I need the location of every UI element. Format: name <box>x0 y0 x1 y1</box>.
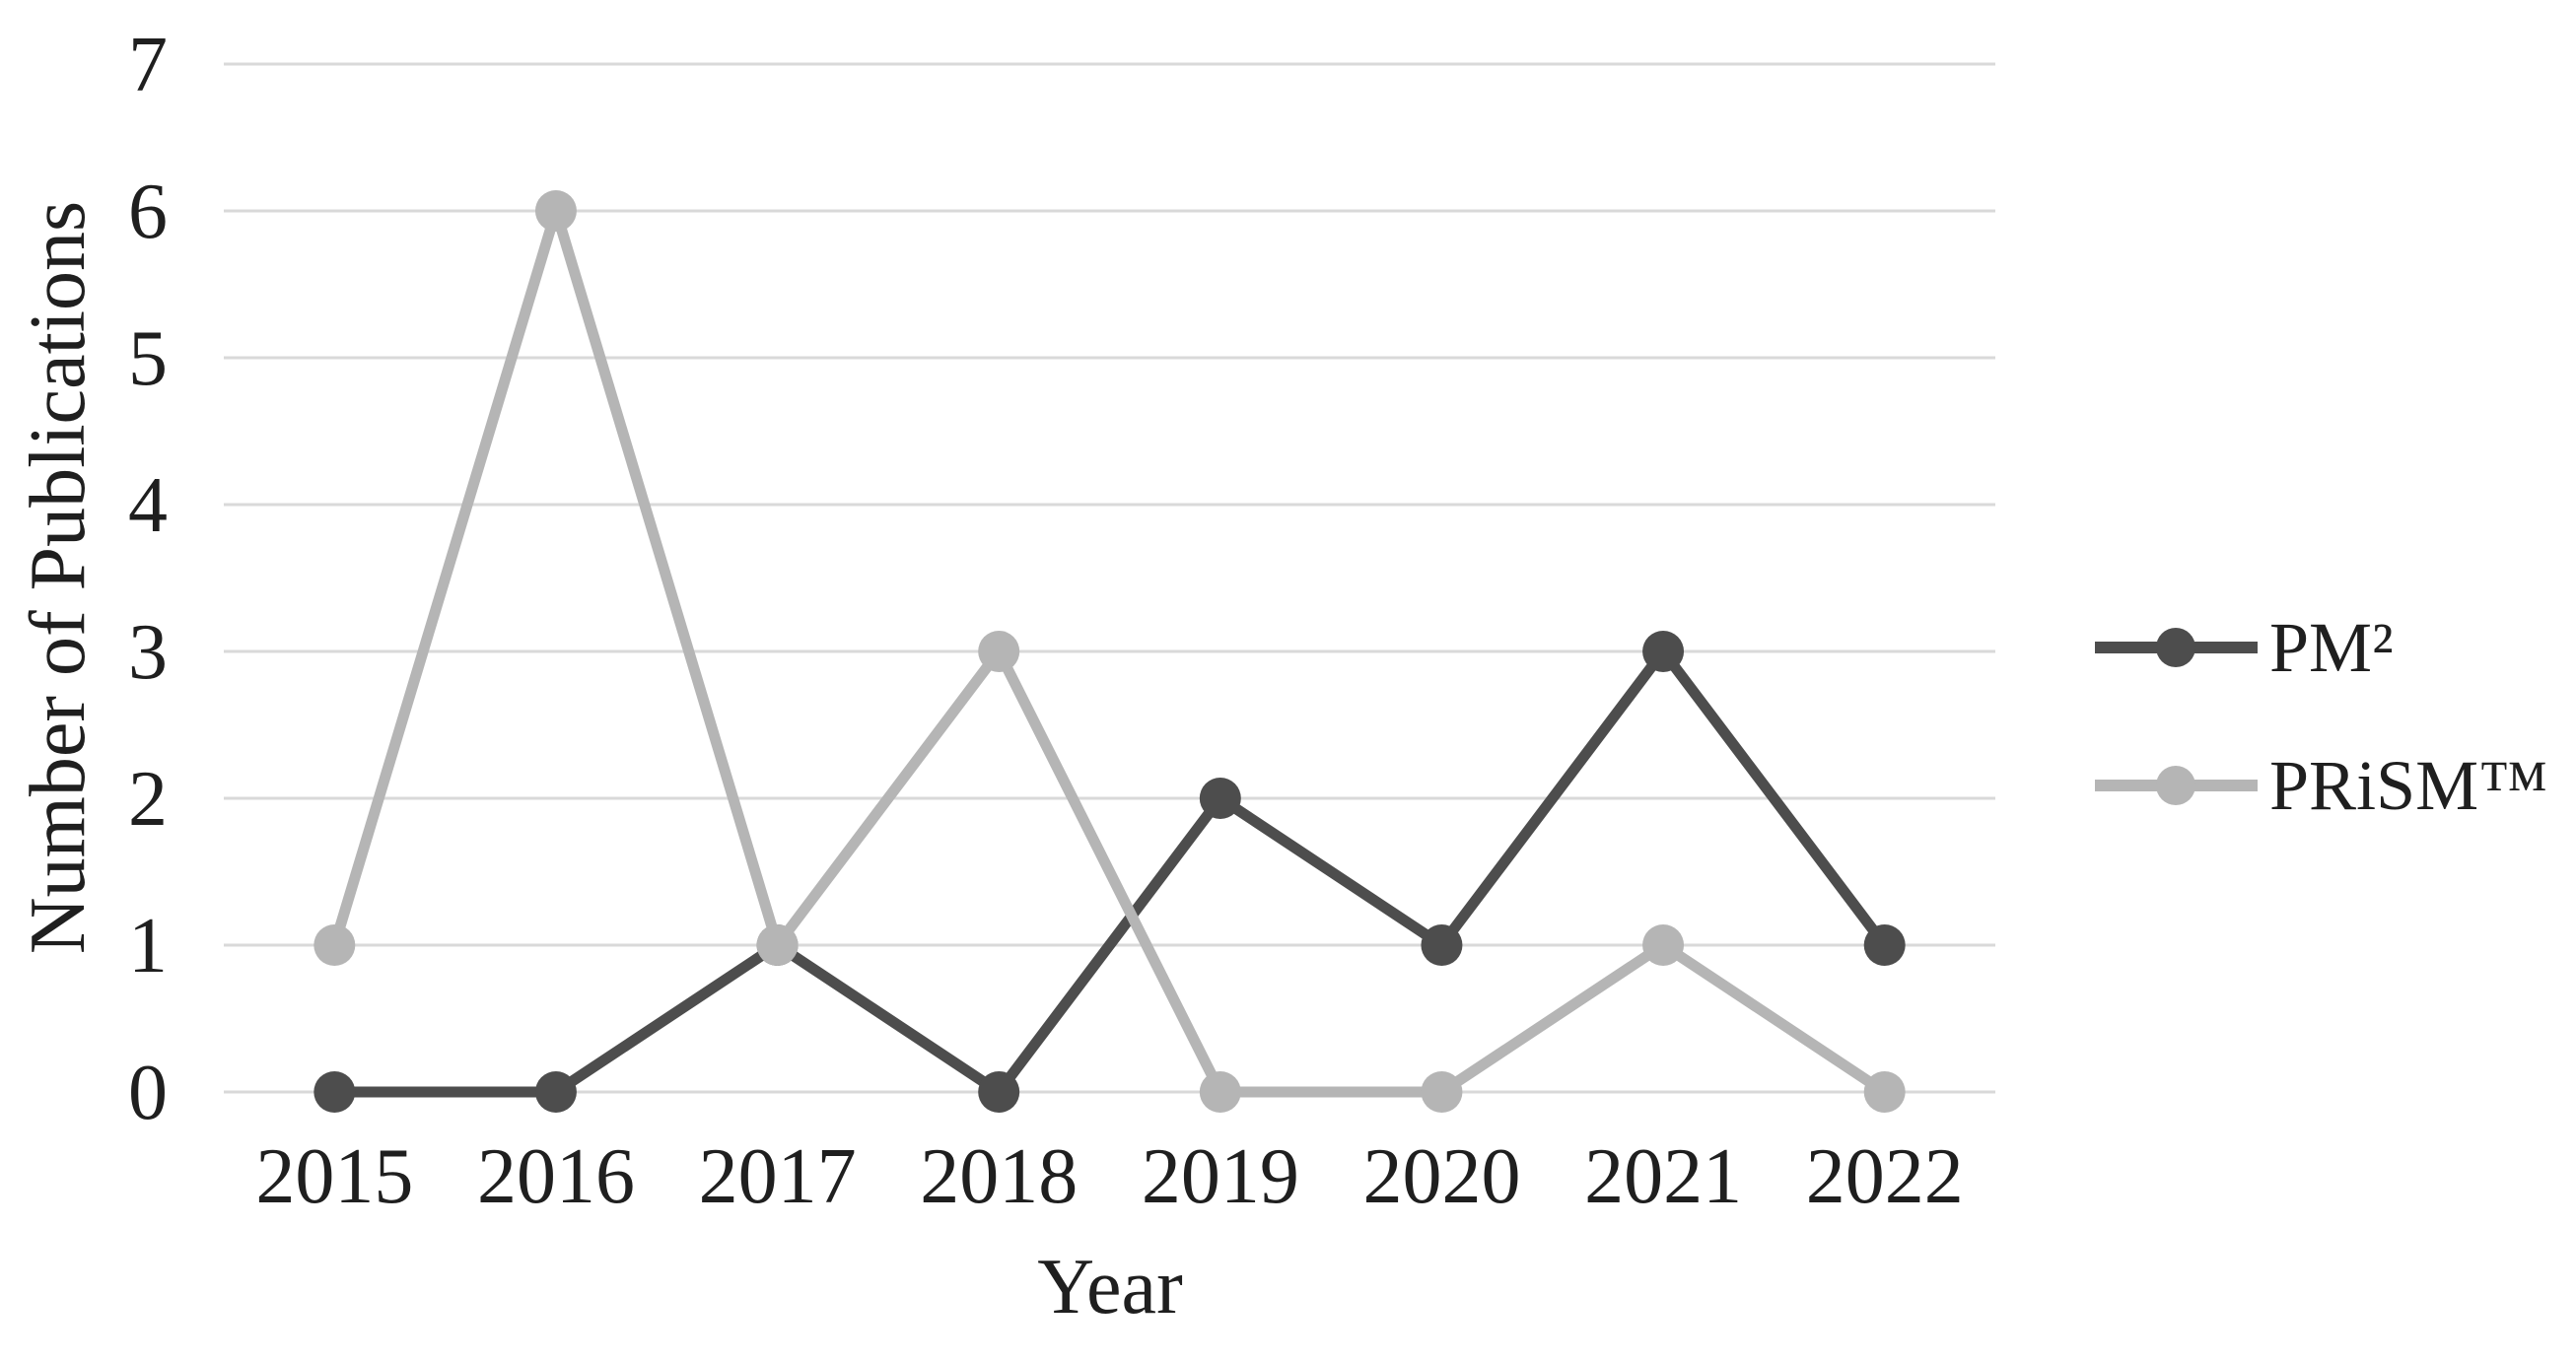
data-point-marker <box>1642 631 1685 672</box>
series-prism <box>313 190 1906 1113</box>
legend-label: PM² <box>2269 608 2394 687</box>
data-point-marker <box>978 1071 1020 1113</box>
legend-label: PRiSM™ <box>2269 746 2548 825</box>
x-tick-label: 2019 <box>1142 1133 1299 1220</box>
data-point-marker <box>1199 778 1241 819</box>
data-point-marker <box>978 631 1020 672</box>
series-line <box>328 205 1891 1098</box>
data-point-marker <box>534 190 577 232</box>
legend-marker <box>2156 766 2195 805</box>
series-line <box>328 646 1891 1098</box>
x-tick-label: 2022 <box>1806 1133 1964 1220</box>
gridlines-group <box>224 62 1995 1094</box>
data-point-marker <box>1863 1071 1906 1113</box>
legend-marker <box>2156 628 2195 667</box>
legend: PM² PRiSM™ <box>2095 608 2548 825</box>
y-tick-label: 4 <box>128 462 168 549</box>
legend-item-prism: PRiSM™ <box>2095 746 2548 825</box>
y-tick-label: 0 <box>128 1050 168 1136</box>
data-point-marker <box>1863 924 1906 966</box>
y-tick-label: 3 <box>128 609 168 696</box>
y-tick-label: 6 <box>128 169 168 255</box>
data-point-marker <box>1421 1071 1463 1113</box>
x-tick-label: 2021 <box>1584 1133 1742 1220</box>
data-point-marker <box>313 1071 356 1113</box>
x-tick-labels-group: 2015 2016 2017 2018 2019 2020 2021 2022 <box>255 1133 1963 1220</box>
series-group <box>313 190 1906 1113</box>
y-tick-label: 5 <box>128 315 168 402</box>
x-tick-label: 2017 <box>699 1133 857 1220</box>
legend-item-pm2: PM² <box>2095 608 2394 687</box>
data-point-marker <box>534 1071 577 1113</box>
y-tick-label: 7 <box>128 22 168 108</box>
x-tick-label: 2015 <box>255 1133 413 1220</box>
data-point-marker <box>1421 924 1463 966</box>
data-point-marker <box>1642 924 1685 966</box>
data-point-marker <box>1199 1071 1241 1113</box>
x-axis-title: Year <box>1037 1244 1182 1330</box>
data-point-marker <box>313 924 356 966</box>
data-point-marker <box>756 924 799 966</box>
x-tick-label: 2018 <box>920 1133 1078 1220</box>
x-tick-label: 2016 <box>477 1133 635 1220</box>
y-axis-title: Number of Publications <box>15 201 102 954</box>
y-tick-label: 2 <box>128 756 168 843</box>
y-tick-labels-group: 0 1 2 3 4 5 6 7 <box>128 22 168 1136</box>
y-tick-label: 1 <box>128 903 168 989</box>
x-tick-label: 2020 <box>1362 1133 1520 1220</box>
